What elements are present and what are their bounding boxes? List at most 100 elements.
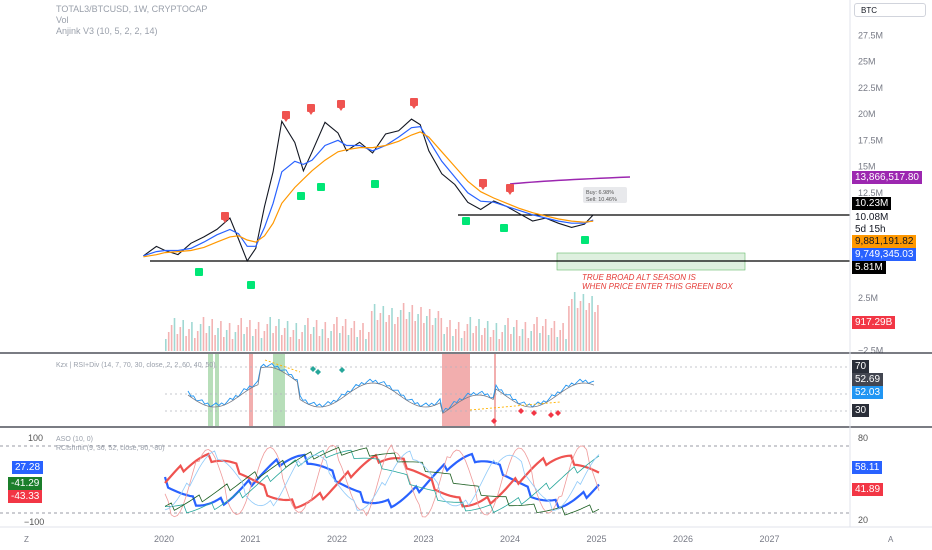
volume-bar [269,317,271,351]
symbol-title: TOTAL3/BTCUSD, 1W, CRYPTOCAP [56,4,208,14]
time-axis-tick: 2025 [587,534,607,544]
price-label-support: 5.81M [852,261,886,274]
aso-bear-line [164,452,600,510]
volume-bar [495,323,498,351]
volume-bar [518,336,521,351]
rci-slow-line [164,446,600,516]
volume-bar [446,327,448,351]
rsi-label-70: 70 [852,360,870,373]
rsi-marker [518,408,524,414]
osc-left-label-c: -43.33 [8,490,43,503]
price-axis-tick: 12.5M [858,188,883,198]
sell-marker [337,100,345,108]
volume-bar [498,339,501,351]
price-label-orange: 9,881,191.82 [852,235,917,248]
price-axis-tick: 22.5M [858,83,883,93]
rsi-marker [531,410,537,416]
volume-bar [382,306,385,351]
time-axis-tick: 2020 [154,534,174,544]
volume-bar [281,335,283,351]
volume-bar [191,322,193,351]
volume-bar [318,336,321,351]
volume-bar [379,313,382,351]
price-label-purple: 13,866,517.80 [852,171,922,184]
volume-bar [568,306,570,351]
price-axis-tick: 15M [858,162,876,172]
time-axis-tick: 2022 [327,534,347,544]
buy-marker [462,217,470,225]
volume-bar [530,331,532,351]
osc-left-bottom: −100 [24,517,44,527]
volume-bar [475,326,477,351]
time-axis-tick: 2023 [414,534,434,544]
volume-bar [199,324,202,351]
buy-marker [297,192,305,200]
price-line [143,118,594,263]
volume-bar [466,324,469,351]
volume-bar [556,337,559,351]
volume-bar [167,332,170,351]
volume-bar [185,336,187,351]
volume-bar [559,330,561,351]
volume-bar [353,321,356,351]
volume-bar [397,317,399,351]
volume-bar [399,310,402,351]
volume-bar [176,334,179,351]
volume-bar [237,325,240,351]
volume-bar [341,326,344,351]
osc-right-label-b: 41.89 [852,483,884,496]
volume-bar [359,330,361,351]
volume-bar [597,305,599,351]
volume-bar [324,322,327,351]
indicator-title: Anjink V3 (10, 5, 2, 2, 14) [56,26,158,36]
tradingview-logo[interactable]: Z [24,535,29,544]
slow-ma-line [143,131,594,258]
volume-bar [286,321,289,351]
alt-season-note: TRUE BROAD ALT SEASON IS WHEN PRICE ENTE… [582,273,733,291]
volume-bar [411,305,414,351]
currency-button[interactable]: BTC [854,3,926,17]
volume-bar [449,320,451,351]
volume-bar [428,309,431,351]
buy-marker [371,180,379,188]
volume-bar [423,323,425,351]
buy-marker [500,224,508,232]
rci-extra-line [164,450,600,511]
rsi-marker [491,418,497,424]
osc-left-top: 100 [28,433,43,443]
volume-bar [565,339,567,351]
volume-bar [481,335,483,351]
rsi-label-30: 30 [852,404,870,417]
volume-bar [275,326,277,351]
rci-fast-line [164,444,600,518]
volume-label: 917.29B [852,316,896,329]
volume-bar [452,336,454,351]
volume-bar [405,319,408,351]
volume-bar [339,333,341,351]
volume-bar [202,317,205,351]
sell-marker [282,111,290,119]
buy-marker [247,281,255,289]
volume-bar [391,308,393,351]
volume-bar [547,335,550,351]
volume-bar [234,332,237,351]
price-axis-tick: 2.5M [858,293,878,303]
fast-ma-line [143,125,594,257]
volume-bar [289,337,292,351]
volume-bar [336,317,338,351]
volume-bar [205,333,208,351]
price-label-line: 10.08M [852,211,892,224]
volume-bar [266,324,269,351]
volume-bar [344,319,347,351]
volume-bars [165,292,599,351]
volume-bar [243,334,245,351]
auto-scale-button[interactable]: A [888,535,894,544]
osc-left-label-a: 27.28 [12,461,44,474]
volume-bar [426,316,428,351]
volume-bar [504,325,506,351]
volume-bar [231,339,234,351]
panel3-title2: RCIshmit (9, 36, 52, close, 80, -80) [56,445,165,452]
rsi-divergence-line [264,359,561,411]
volume-bar [489,337,492,351]
